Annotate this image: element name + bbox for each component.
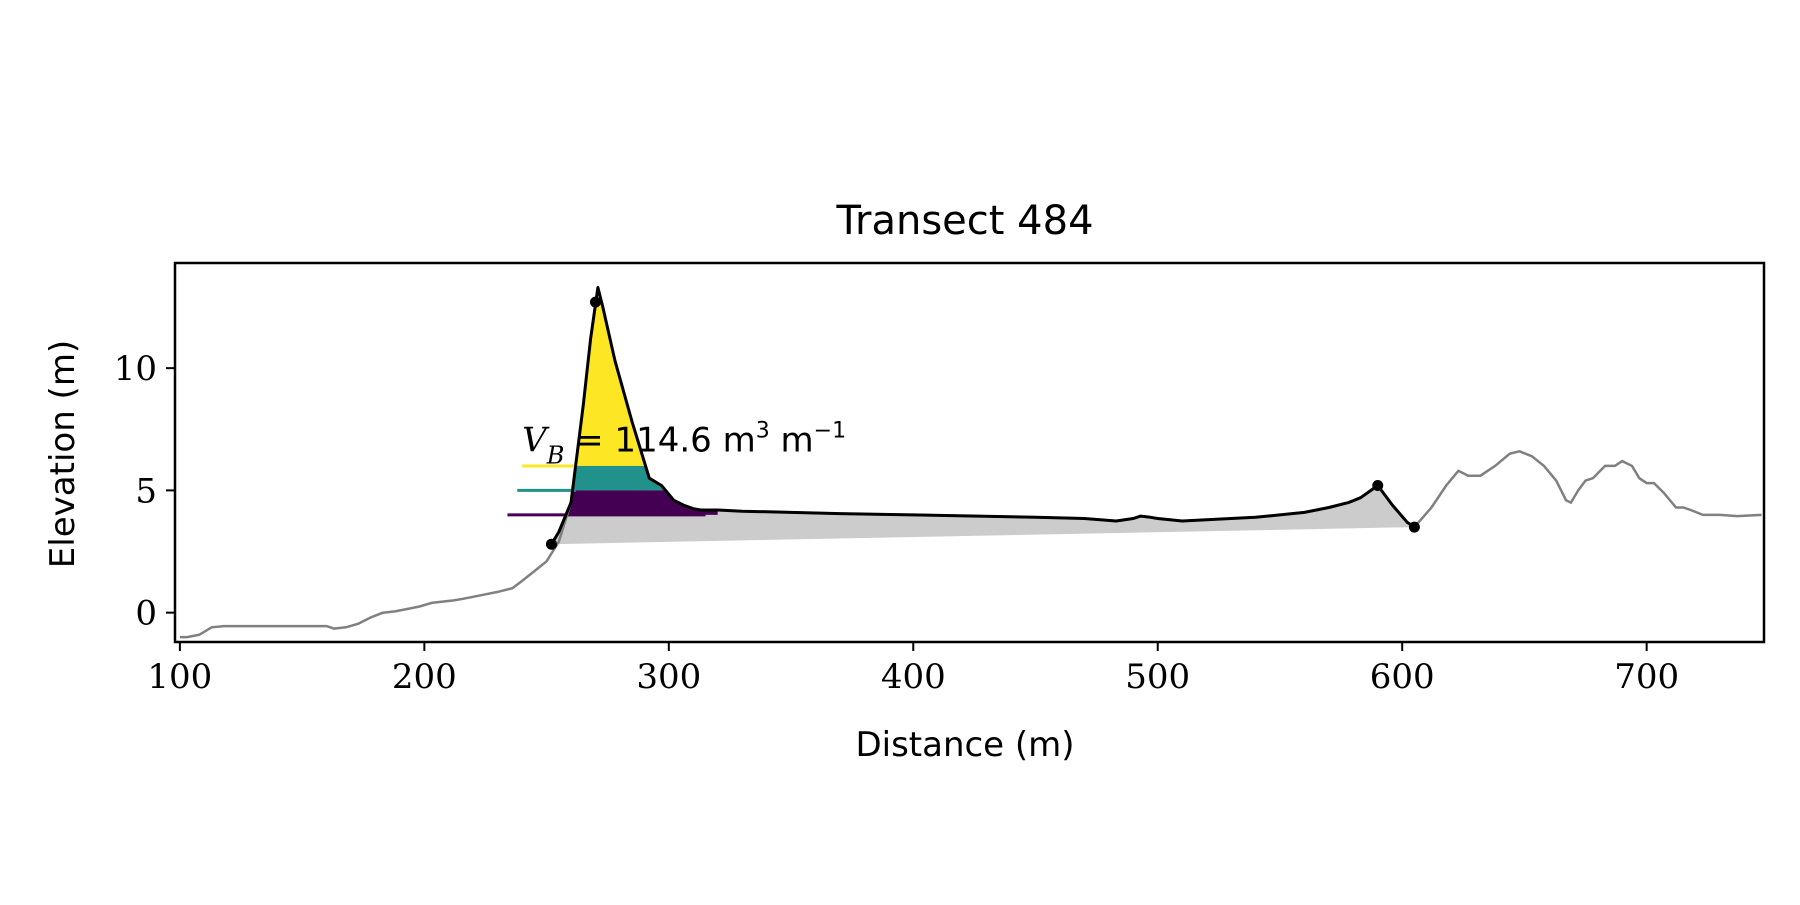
x-tick-label: 200 [392,657,457,697]
x-tick-label: 600 [1370,657,1435,697]
chart-title: Transect 484 [835,198,1093,244]
elevation-band-3 [551,490,718,515]
volume-units: m [723,420,756,460]
volume-area [551,287,1415,545]
axes: 100 200 300 400 500 600 700 0 5 10 [114,261,1766,697]
plot-frame [173,261,1766,644]
profile-marker [545,538,557,550]
y-tick-label: 10 [114,349,157,389]
x-tick-label: 500 [1125,657,1190,697]
y-tick-label: 5 [135,471,157,511]
volume-label: VB = 114.6 m3 m−1 [522,418,846,469]
volume-per-unit: m [770,420,814,460]
full-profile-line [179,287,1762,639]
x-tick-label: 100 [147,657,212,697]
profile-marker [1408,521,1420,533]
x-tick-label: 400 [881,657,946,697]
elevation-bands [551,287,718,515]
volume-units-sup: 3 [756,418,770,443]
y-axis-title: Elevation (m) [43,340,83,568]
plot-area [179,286,1762,639]
volume-per-sup: −1 [814,418,846,443]
volume-symbol: V [522,420,550,460]
x-tick-label: 700 [1614,657,1679,697]
volume-annotation: VB = 114.6 m3 m−1 [522,418,846,469]
profile-marker [1372,480,1384,492]
volume-value: = 114.6 [564,420,722,460]
profile-marker [589,296,601,308]
dune-profile-line [550,286,1416,545]
x-axis-title: Distance (m) [855,725,1074,765]
x-tick-label: 300 [636,657,701,697]
volume-subscript: B [546,441,565,469]
y-tick-label: 0 [135,594,157,634]
